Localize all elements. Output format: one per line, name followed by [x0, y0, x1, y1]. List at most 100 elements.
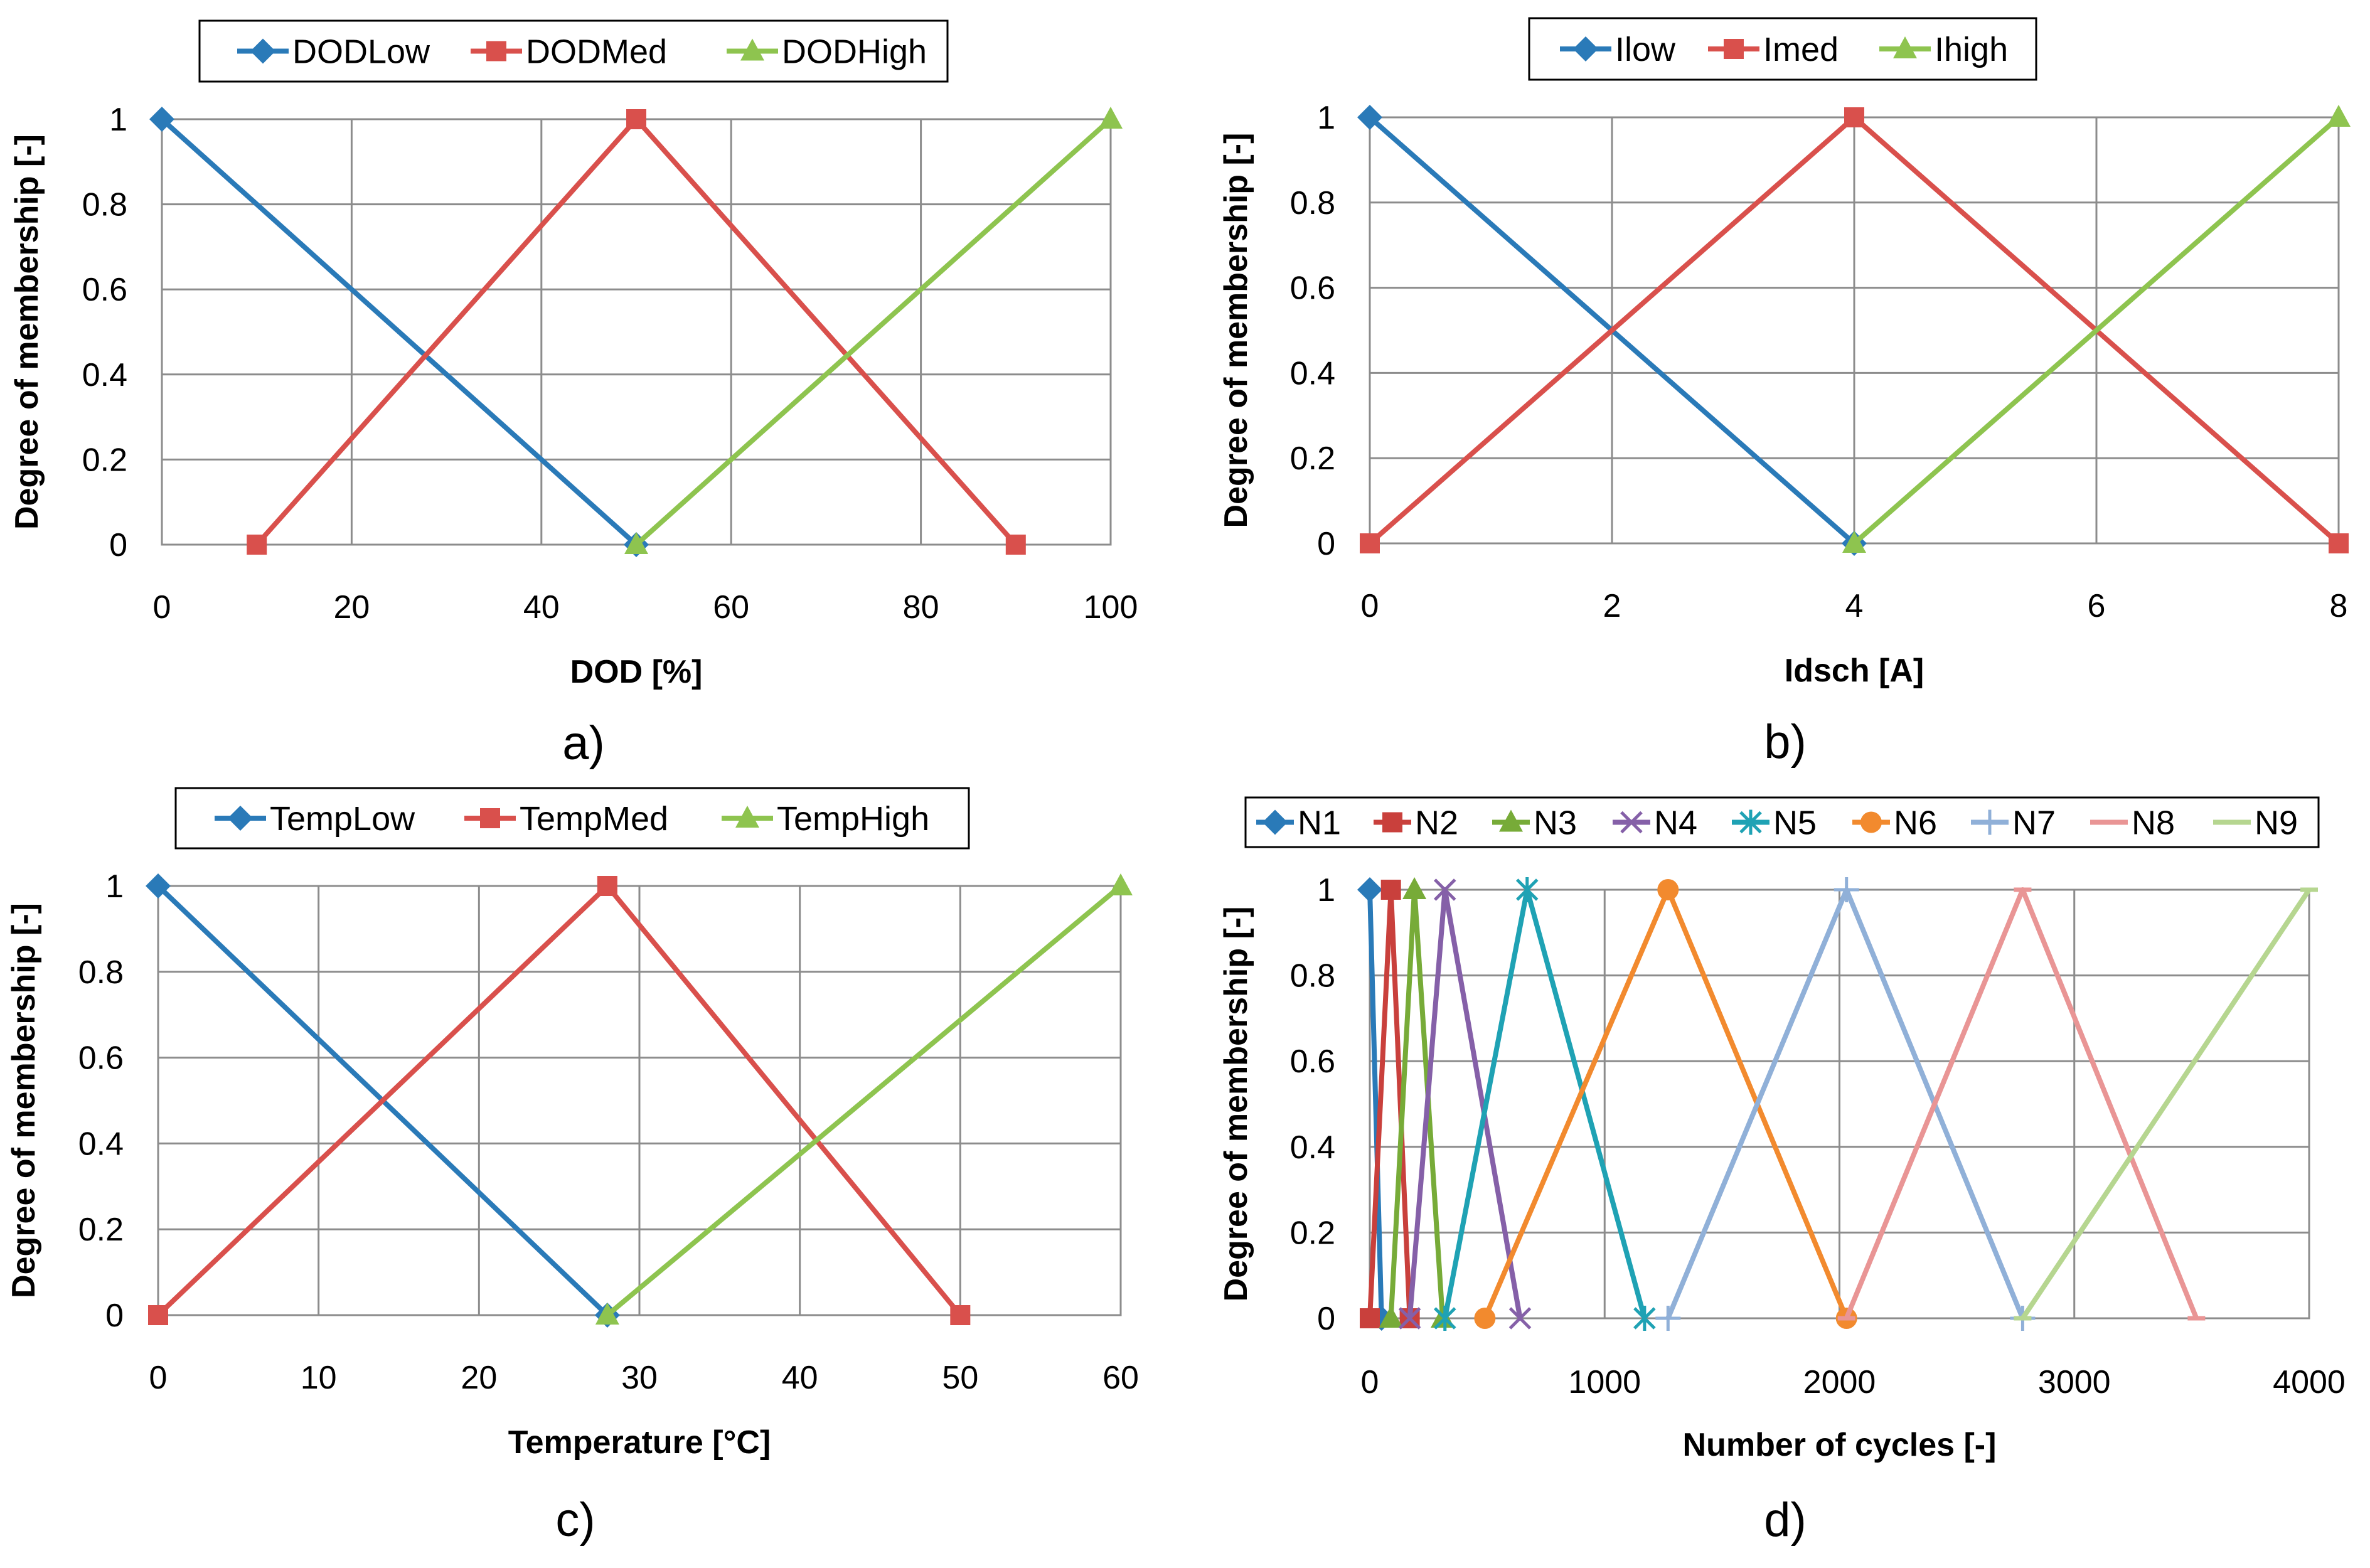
x-tick-label: 6: [2088, 588, 2106, 624]
data-point: [1655, 1306, 1681, 1331]
legend-item: TempHigh: [722, 800, 929, 838]
x-tick-label: 40: [523, 589, 560, 626]
legend-box: [1528, 17, 2037, 81]
x-axis-title: Idsch [A]: [1785, 653, 1924, 689]
legend-item: N1: [1256, 804, 1341, 842]
y-tick-label: 1: [1317, 872, 1335, 909]
legend-label: TempLow: [270, 800, 415, 838]
x-tick-label: 3000: [2038, 1364, 2111, 1400]
gridlines: [1369, 116, 2340, 545]
y-tick-label: 1: [105, 868, 124, 905]
x-tick-label: 0: [153, 589, 171, 626]
y-tick-label: 0.2: [1290, 440, 1335, 477]
legend-box: [198, 19, 949, 83]
data-point: [1474, 1308, 1496, 1329]
x-tick-label: 10: [301, 1360, 337, 1396]
series-line: [1844, 887, 2199, 1320]
data-point: [1005, 535, 1026, 555]
x-tick-label: 2000: [1803, 1364, 1876, 1400]
x-tick-label: 20: [461, 1360, 497, 1396]
x-tick-label: 100: [1084, 589, 1138, 626]
data-point: [1402, 877, 1427, 899]
y-tick-label: 0.4: [1290, 1129, 1335, 1166]
legend-marker: [228, 806, 253, 831]
x-tick-label: 30: [621, 1360, 658, 1396]
legend-label: N5: [1773, 804, 1817, 842]
x-tick-label: 0: [1361, 1364, 1379, 1400]
y-tick-label: 0.6: [1290, 270, 1335, 307]
series-TempHigh: [595, 873, 1133, 1325]
legend-item: TempLow: [215, 800, 415, 838]
legend-label: N4: [1654, 804, 1697, 842]
y-tick-label: 0: [105, 1298, 124, 1334]
legend: N1 N2 N3 N4 N5 N6 N7 N8 N9: [1244, 796, 2320, 848]
x-tick-label: 2: [1603, 588, 1621, 624]
x-tick-label: 0: [1361, 588, 1379, 624]
legend-marker: [1860, 811, 1882, 833]
series-line: [2020, 888, 2312, 1320]
data-point: [597, 876, 617, 896]
legend-label: DODLow: [292, 33, 430, 71]
x-tick-label: 40: [782, 1360, 818, 1396]
legend-item: N8: [2090, 804, 2175, 842]
legend-item: Ihigh: [1879, 31, 2008, 68]
legend-marker: [735, 806, 759, 828]
y-tick-label: 0.8: [78, 954, 124, 991]
y-tick-label: 0.2: [1290, 1215, 1335, 1251]
series-Imed: [1360, 107, 2349, 553]
legend-label: DODMed: [526, 33, 667, 71]
chart-panel-d: 0 1000 2000 3000 4000 0 0.2 0.4 0.6 0.8 1 Number of…: [1218, 796, 2346, 1547]
y-tick-label: 0: [109, 527, 127, 563]
legend-marker: [480, 808, 500, 828]
series-TempMed: [148, 876, 971, 1325]
data-point: [149, 107, 174, 132]
x-tick-label: 1000: [1568, 1364, 1641, 1400]
legend-box: [1244, 796, 2320, 848]
legend-marker: [1977, 809, 2002, 835]
legend-label: Ihigh: [1935, 31, 2008, 68]
x-tick-label: 20: [333, 589, 370, 626]
series-line: [1482, 887, 1849, 1320]
y-tick-label: 0: [1317, 526, 1335, 562]
x-tick-label: 80: [903, 589, 939, 626]
series-N8: [1837, 887, 2206, 1321]
legend-label: DODHigh: [782, 33, 927, 71]
y-axis-title: Degree of membership [-]: [9, 134, 45, 530]
series-line: [1442, 887, 1647, 1320]
legend-marker: [740, 38, 764, 61]
y-tick-label: 0.2: [82, 442, 127, 478]
plot-area-frame: [157, 885, 1122, 1316]
data-point: [1515, 877, 1539, 902]
y-tick-label: 1: [1317, 100, 1335, 136]
data-point: [1379, 1306, 1403, 1328]
data-point: [148, 1305, 168, 1325]
data-point: [1433, 1306, 1456, 1331]
legend: DODLow DODMed DODHigh: [198, 19, 949, 83]
data-point: [624, 532, 648, 554]
gridlines: [157, 885, 1122, 1316]
x-tick-label: 50: [942, 1360, 978, 1396]
legend-marker: [1724, 39, 1744, 59]
data-point: [2327, 105, 2351, 127]
legend-label: N3: [1534, 804, 1577, 842]
y-axis-title: Degree of membership [-]: [6, 903, 42, 1298]
y-tick-label: 0.4: [82, 357, 127, 393]
series-line: [1665, 887, 2026, 1320]
data-point: [1357, 105, 1382, 130]
y-tick-label: 0.4: [1290, 355, 1335, 392]
x-tick-label: 0: [149, 1360, 168, 1396]
legend-item: N7: [1971, 804, 2056, 842]
legend-item: N9: [2213, 804, 2298, 842]
data-point: [1657, 879, 1679, 900]
legend-label: Ilow: [1615, 31, 1676, 68]
series-N5: [1433, 877, 1656, 1331]
data-point: [1433, 878, 1456, 901]
legend-item: N2: [1374, 804, 1458, 842]
y-tick-label: 0.8: [82, 187, 127, 223]
legend-item: N5: [1732, 804, 1817, 842]
legend-item: DODMed: [471, 33, 667, 71]
legend-label: TempMed: [520, 800, 668, 838]
y-tick-label: 0.8: [1290, 185, 1335, 221]
data-point: [1842, 531, 1866, 553]
